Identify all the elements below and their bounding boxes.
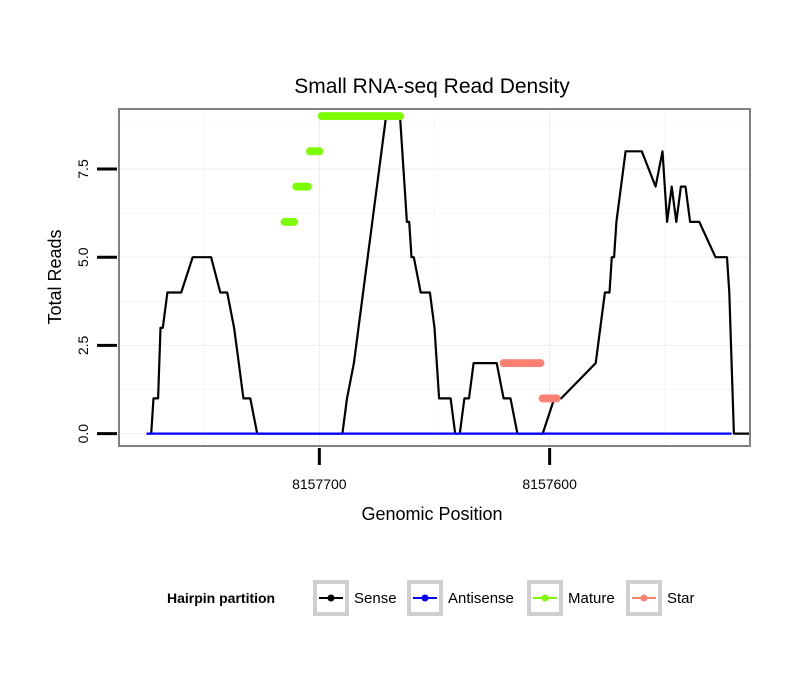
y-tick-label: 2.5 xyxy=(75,335,91,355)
mature-point xyxy=(303,182,312,191)
y-axis-label: Total Reads xyxy=(45,229,65,324)
y-axis: 0.0 2.5 5.0 7.5 xyxy=(75,159,117,443)
series-layer xyxy=(146,112,750,435)
star-point xyxy=(552,394,561,403)
chart-title: Small RNA-seq Read Density xyxy=(294,75,570,98)
y-tick-label: 0.0 xyxy=(75,424,91,444)
legend-label-antisense: Antisense xyxy=(448,590,514,607)
y-tick-label: 7.5 xyxy=(75,159,91,179)
legend-entry-mature: Mature xyxy=(527,580,615,616)
plot-border xyxy=(118,108,751,447)
x-axis: 8157700 8157600 xyxy=(292,448,577,492)
legend-key-point xyxy=(327,594,335,602)
x-axis-label: Genomic Position xyxy=(361,504,502,524)
legend-label-star: Star xyxy=(667,590,695,607)
x-tick-label: 8157700 xyxy=(292,476,347,492)
star-point xyxy=(536,359,545,368)
legend-label-sense: Sense xyxy=(354,590,397,607)
y-tick-label: 5.0 xyxy=(75,247,91,267)
grid-lines xyxy=(119,109,750,446)
legend-title: Hairpin partition xyxy=(167,590,275,606)
legend-key-point xyxy=(640,594,648,602)
legend-key-point xyxy=(541,594,549,602)
legend: Hairpin partition Sense Antisense Mature St… xyxy=(167,580,695,616)
legend-entry-star: Star xyxy=(626,580,695,616)
sense-series-line xyxy=(146,115,750,435)
mature-point xyxy=(396,112,404,121)
legend-entry-antisense: Antisense xyxy=(407,580,514,616)
legend-label-mature: Mature xyxy=(568,590,615,607)
legend-entry-sense: Sense xyxy=(313,580,397,616)
x-tick-label: 8157600 xyxy=(522,476,577,492)
mature-point xyxy=(315,147,324,156)
mature-point xyxy=(290,217,298,226)
legend-key-point xyxy=(421,594,429,602)
